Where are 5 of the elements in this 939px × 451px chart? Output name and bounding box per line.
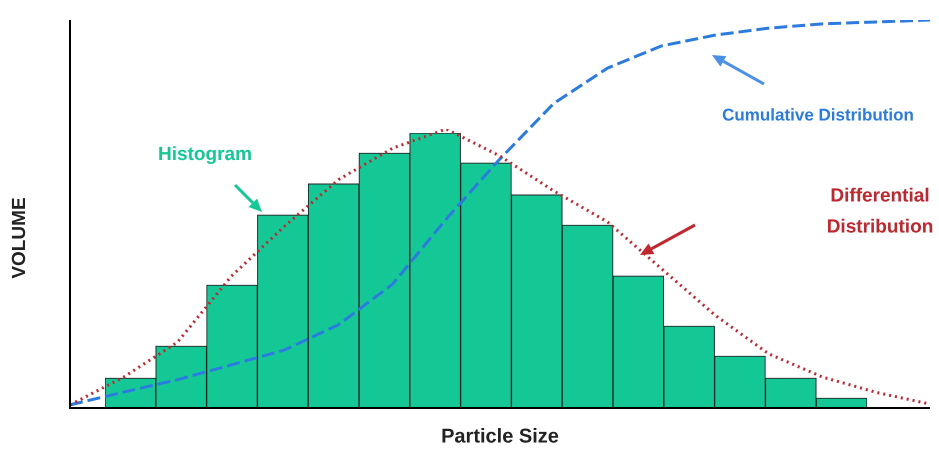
y-axis-title: VOLUME (9, 197, 30, 279)
text: Differential Distribution (826, 186, 934, 238)
text: Cumulative Distribution (722, 106, 914, 125)
x-axis-title: Particle Size (441, 426, 559, 448)
text: Histogram (158, 144, 252, 166)
